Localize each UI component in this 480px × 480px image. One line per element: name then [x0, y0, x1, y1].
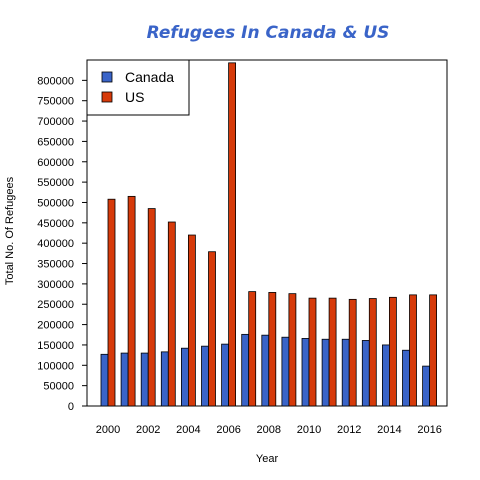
bar-us-2007	[248, 291, 257, 407]
legend-label-canada: Canada	[125, 69, 174, 85]
bar-canada-2015	[402, 349, 410, 407]
bar-us-2005	[208, 251, 216, 407]
legend-box	[86, 59, 190, 116]
bar-canada-2005	[201, 345, 209, 407]
bar-us-2006	[228, 62, 237, 407]
legend-swatch-canada	[101, 71, 113, 83]
x-tick-label: 2002	[136, 424, 160, 436]
y-tick-label: 150000	[37, 340, 74, 352]
bar-canada-2003	[160, 351, 169, 407]
bar-canada-2016	[422, 365, 431, 407]
bar-us-2003	[167, 221, 176, 407]
bar-canada-2011	[321, 338, 330, 407]
y-tick-label: 50000	[43, 381, 74, 393]
x-tick-label: 2010	[297, 424, 321, 436]
bar-canada-2014	[381, 344, 390, 407]
y-axis-label: Total No. Of Refugees	[4, 176, 16, 285]
chart-title: Refugees In Canada & US	[147, 23, 390, 43]
bar-us-2014	[388, 296, 397, 407]
y-tick-label: 700000	[37, 116, 74, 128]
bar-us-2008	[268, 292, 277, 407]
y-tick-label: 600000	[37, 157, 74, 169]
bar-us-2011	[328, 297, 337, 407]
bar-us-2013	[368, 298, 377, 407]
bar-us-2001	[127, 195, 136, 407]
x-tick-label: 2014	[377, 424, 401, 436]
bar-canada-2012	[341, 338, 350, 407]
y-tick-label: 400000	[37, 238, 74, 250]
bar-us-2016	[429, 294, 438, 407]
y-tick-label: 650000	[37, 136, 74, 148]
bar-us-2002	[147, 208, 156, 407]
bar-canada-2002	[140, 352, 149, 407]
y-tick-label: 100000	[37, 360, 74, 372]
x-tick-label: 2006	[216, 424, 240, 436]
y-tick-label: 550000	[37, 177, 74, 189]
x-axis-label: Year	[256, 453, 279, 465]
x-tick-label: 2012	[337, 424, 361, 436]
bar-us-2012	[348, 298, 357, 407]
y-tick-label: 450000	[37, 218, 74, 230]
legend-label-us: US	[125, 89, 144, 105]
bar-us-2009	[288, 293, 297, 407]
x-tick-label: 2004	[176, 424, 200, 436]
x-tick-label: 2016	[417, 424, 441, 436]
bar-canada-2013	[361, 340, 370, 407]
legend: Canada US	[86, 59, 190, 116]
bar-us-2004	[187, 234, 196, 407]
bar-canada-2004	[180, 347, 189, 407]
plot-area: 0 50000 100000 150000 200000 250000 300000 3500…	[37, 59, 448, 436]
bar-canada-2001	[120, 352, 129, 407]
bar-canada-2000	[100, 353, 109, 407]
y-tick-label: 750000	[37, 96, 74, 108]
y-tick-label: 250000	[37, 299, 74, 311]
bar-canada-2010	[301, 338, 310, 407]
y-tick-label: 200000	[37, 320, 74, 332]
bar-canada-2009	[281, 336, 290, 407]
bar-canada-2008	[261, 334, 270, 407]
bar-canada-2007	[241, 333, 250, 407]
y-tick-label: 500000	[37, 197, 74, 209]
bar-us-2000	[107, 198, 116, 407]
bar-us-2015	[409, 294, 417, 407]
y-tick-label: 300000	[37, 279, 74, 291]
y-tick-label: 800000	[37, 75, 74, 87]
x-tick-label: 2008	[257, 424, 281, 436]
x-tick-label: 2000	[96, 424, 120, 436]
bar-us-2010	[308, 297, 317, 407]
y-tick-label: 0	[68, 401, 74, 413]
bar-canada-2006	[221, 343, 230, 407]
legend-swatch-us	[101, 91, 113, 103]
y-tick-label: 350000	[37, 259, 74, 271]
